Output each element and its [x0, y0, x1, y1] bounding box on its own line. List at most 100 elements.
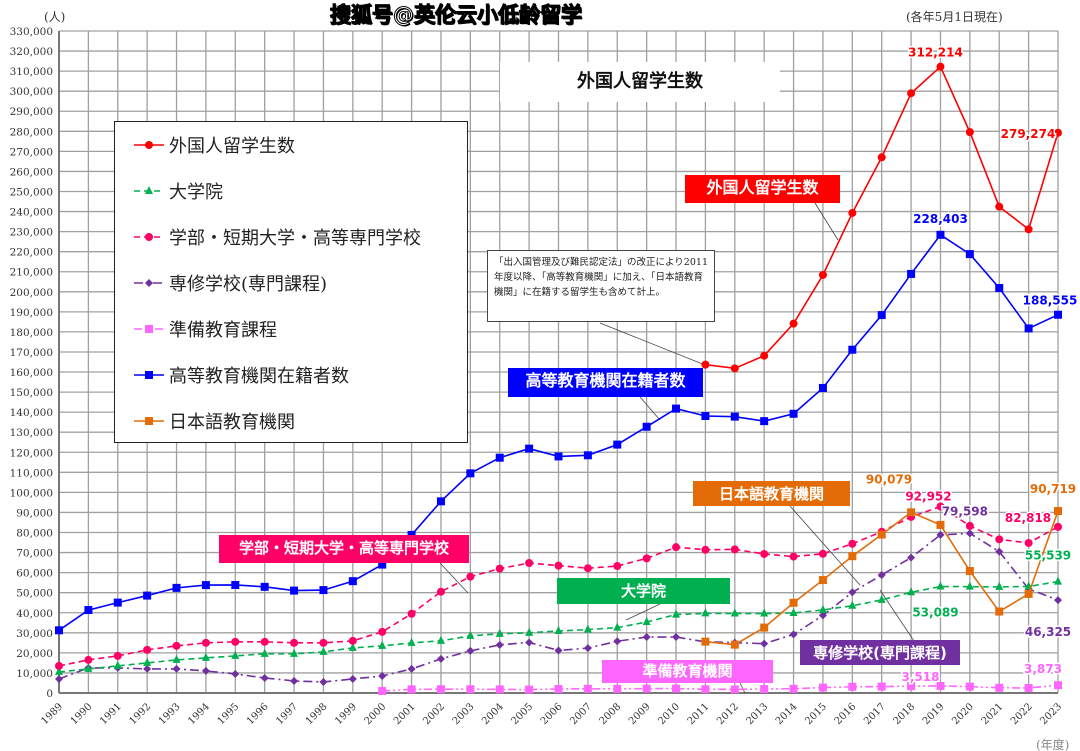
x-tick-label: 1989 [39, 701, 65, 727]
data-point [1054, 681, 1062, 690]
x-tick-label: 2005 [509, 701, 535, 727]
data-point [848, 345, 857, 354]
data-point [642, 554, 651, 563]
data-point [760, 549, 769, 558]
data-point [877, 311, 886, 320]
data-point [1024, 538, 1033, 547]
data-point [113, 651, 122, 660]
data-point [613, 637, 622, 646]
x-tick-label: 2006 [539, 701, 565, 727]
data-point [201, 666, 210, 675]
data-point [730, 685, 739, 694]
data-point [319, 586, 328, 595]
callout-total: 外国人留学生数 [685, 175, 840, 203]
data-label: 279,274 [1001, 127, 1056, 141]
data-point [319, 677, 328, 686]
y-tick-label: 210,000 [10, 267, 53, 279]
data-point [818, 270, 827, 279]
y-tick-label: 50,000 [16, 588, 53, 600]
data-point [848, 552, 857, 561]
data-point [701, 545, 710, 554]
data-point [260, 582, 269, 591]
data-point [848, 208, 857, 217]
x-tick-label: 2017 [862, 701, 888, 727]
data-point [907, 553, 916, 562]
data-point [319, 638, 328, 647]
data-point [466, 630, 475, 639]
chart-title: 外国人留学生数 [500, 62, 780, 102]
y-tick-label: 130,000 [10, 427, 53, 439]
legend-marker [145, 233, 153, 241]
data-point [525, 638, 534, 647]
data-point [730, 545, 739, 554]
data-point [583, 684, 592, 693]
y-tick-label: 40,000 [16, 608, 53, 620]
legend-swatch [134, 279, 164, 287]
y-axis-unit: (人) [44, 10, 66, 24]
x-tick-label: 2000 [363, 701, 389, 727]
data-point [407, 664, 416, 673]
data-point [554, 646, 563, 655]
data-point [672, 609, 681, 618]
data-point [466, 646, 475, 655]
data-point [760, 623, 769, 632]
x-tick-label: 1997 [274, 701, 300, 727]
series-0 [701, 62, 1062, 373]
y-tick-label: 220,000 [10, 247, 53, 259]
y-tick-label: 250,000 [10, 186, 53, 198]
data-point [642, 684, 651, 693]
data-point [143, 591, 152, 600]
legend-label: 準備教育課程 [169, 320, 277, 341]
data-point [965, 521, 974, 530]
data-point [995, 581, 1004, 590]
data-point [583, 644, 592, 653]
y-tick-label: 90,000 [16, 507, 53, 519]
y-tick-label: 80,000 [16, 528, 53, 540]
data-point [701, 412, 710, 421]
x-tick-label: 2018 [891, 701, 917, 727]
x-tick-label: 2016 [833, 701, 859, 727]
y-tick-label: 30,000 [16, 628, 53, 640]
series-1 [55, 576, 1062, 675]
data-point [701, 608, 710, 617]
data-point [818, 576, 827, 585]
data-point [642, 422, 651, 431]
legend-label: 大学院 [169, 182, 223, 203]
legend: 外国人留学生数 大学院 学部・短期大学・高等専門学校 専修学校(専門課程) 準備教育課程… [114, 121, 468, 443]
data-point [701, 685, 710, 694]
data-point [818, 611, 827, 620]
data-point [1054, 596, 1062, 605]
y-tick-label: 330,000 [10, 26, 53, 38]
data-point [730, 640, 739, 649]
data-point [554, 684, 563, 693]
data-point [113, 598, 122, 607]
y-tick-label: 180,000 [10, 327, 53, 339]
data-point [231, 637, 240, 646]
data-point [760, 608, 769, 617]
x-tick-label: 2004 [480, 701, 506, 727]
data-point [848, 600, 857, 609]
legend-label: 専修学校(専門課程) [169, 274, 328, 295]
data-point [290, 586, 299, 595]
data-point [965, 567, 974, 576]
y-tick-label: 110,000 [10, 467, 53, 479]
x-tick-label: 2020 [950, 701, 976, 727]
data-point [789, 598, 798, 607]
data-label: 90,719 [1030, 482, 1076, 496]
legend-swatch [134, 417, 164, 425]
data-point [877, 530, 886, 539]
x-tick-label: 2008 [598, 701, 624, 727]
callout-leader [739, 682, 746, 694]
data-point [1054, 507, 1062, 516]
data-point [495, 453, 504, 462]
x-tick-label: 2011 [686, 701, 712, 727]
x-tick-label: 2009 [627, 701, 653, 727]
data-point [436, 497, 445, 506]
legend-swatch [134, 186, 164, 194]
data-point [877, 571, 886, 580]
x-tick-label: 1995 [216, 701, 242, 727]
y-tick-label: 190,000 [10, 307, 53, 319]
data-point [495, 685, 504, 694]
x-tick-label: 2001 [392, 701, 418, 727]
data-point [995, 535, 1004, 544]
